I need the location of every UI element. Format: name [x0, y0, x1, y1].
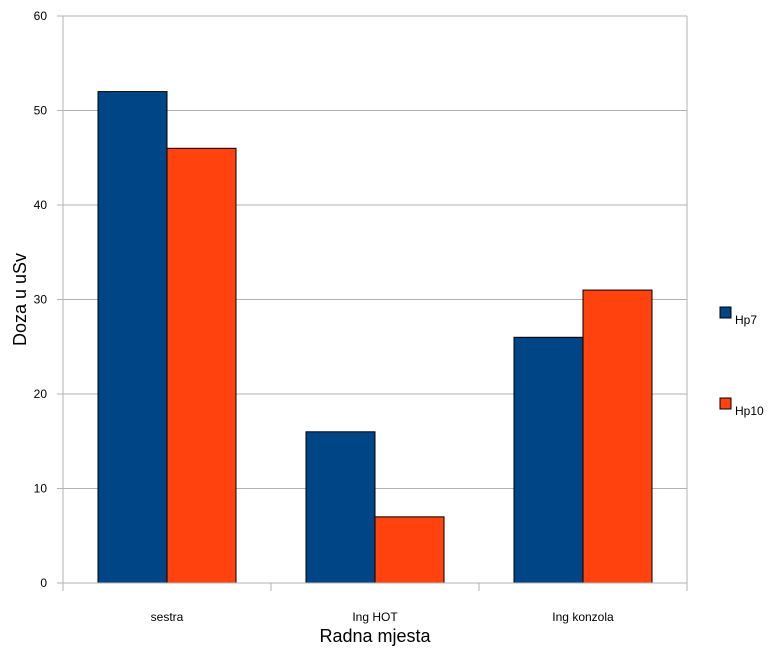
y-tick-label-60: 60 [34, 9, 48, 23]
axes [57, 15, 688, 591]
labels: 0 10 20 30 40 50 60 sestra Ing HOT Ing konzola Rad… [10, 9, 614, 646]
y-tick-label-30: 30 [34, 293, 48, 307]
bar-Hp10-0 [166, 147, 237, 584]
bar-Hp10-1 [374, 516, 445, 584]
x-tick-label-1: Ing HOT [352, 610, 398, 624]
x-tick-label-0: sestra [151, 610, 184, 624]
legend-label-Hp7: Hp7 [735, 313, 757, 327]
y-tick-label-50: 50 [34, 104, 48, 118]
bar-Hp10-2 [582, 289, 653, 584]
legend: Hp7 Hp10 [719, 306, 764, 418]
legend-label-Hp10: Hp10 [735, 404, 764, 418]
y-tick-label-0: 0 [40, 576, 47, 590]
y-tick-label-20: 20 [34, 387, 48, 401]
x-tick-label-2: Ing konzola [552, 610, 614, 624]
x-axis-title: Radna mjesta [319, 626, 431, 646]
legend-swatch-Hp10 [719, 397, 732, 410]
bar-Hp7-2 [513, 336, 584, 584]
legend-swatch-Hp7 [719, 306, 732, 319]
bar-Hp7-0 [97, 91, 168, 584]
bars [97, 91, 653, 584]
y-tick-label-10: 10 [34, 482, 48, 496]
bar-Hp7-1 [305, 431, 376, 584]
y-tick-label-40: 40 [34, 198, 48, 212]
y-axis-title: Doza u uSv [10, 253, 30, 346]
